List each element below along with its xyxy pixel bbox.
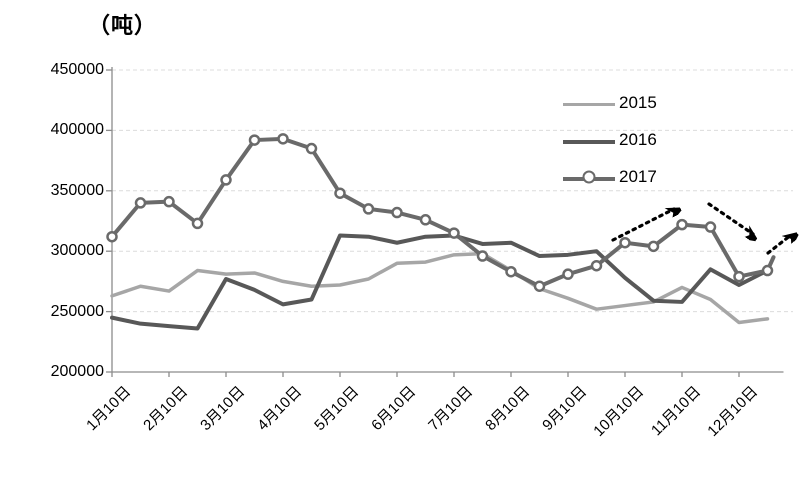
data-point-marker-2017: [220, 174, 232, 186]
data-point-marker-2017: [619, 236, 631, 249]
legend-label: 2016: [619, 129, 657, 149]
data-point-marker-2017: [505, 265, 517, 278]
y-tick-label: 450000: [50, 61, 104, 78]
legend-label: 2015: [619, 92, 657, 112]
data-point-marker-2017: [562, 268, 574, 280]
series-line-2016: [110, 233, 770, 331]
trend-arrow-down-right: [707, 202, 753, 234]
y-tick-label: 400000: [50, 121, 104, 139]
data-point-marker-2017: [676, 218, 688, 231]
trend-arrow-up-right: [611, 209, 674, 242]
legend-marker-dot: [582, 170, 596, 183]
trend-arrow-up-right: [766, 235, 791, 255]
y-tick-label: 250000: [50, 302, 104, 320]
data-point-marker-2017: [163, 195, 175, 208]
data-point-marker-2017: [248, 134, 261, 146]
legend-item-2016: 2016: [563, 121, 657, 158]
data-point-marker-2017: [134, 197, 147, 209]
data-point-marker-2017: [761, 264, 774, 277]
data-point-marker-2017: [533, 280, 546, 292]
y-tick-label: 200000: [50, 363, 104, 380]
series-line-2017: [110, 136, 776, 289]
data-point-marker-2017: [277, 133, 289, 145]
data-point-marker-2017: [334, 187, 346, 199]
y-tick-label: 350000: [50, 181, 104, 199]
data-point-marker-2017: [191, 217, 204, 230]
legend-line-swatch: [563, 134, 615, 146]
data-point-marker-2017: [391, 206, 403, 219]
data-point-marker-2017: [106, 230, 118, 243]
data-point-marker-2017: [362, 203, 375, 215]
data-point-marker-2017: [647, 240, 660, 253]
y-tick-label: 300000: [50, 242, 104, 260]
legend-item-2015: 2015: [563, 84, 657, 121]
data-point-marker-2017: [448, 227, 460, 239]
data-point-marker-2017: [476, 250, 489, 262]
data-point-marker-2017: [305, 142, 318, 155]
data-point-marker-2017: [419, 214, 432, 226]
data-point-marker-2017: [590, 259, 603, 272]
legend-line-swatch: [563, 97, 615, 109]
legend-item-2017: 2017: [563, 158, 657, 195]
legend-line-swatch: [563, 170, 615, 183]
chart-unit-title: （吨）: [88, 13, 158, 38]
data-point-marker-2017: [704, 221, 717, 233]
legend-label: 2017: [619, 166, 657, 186]
data-point-marker-2017: [733, 270, 745, 283]
series-line-2015: [110, 251, 770, 325]
legend: 2015 2016 2017: [563, 84, 657, 195]
